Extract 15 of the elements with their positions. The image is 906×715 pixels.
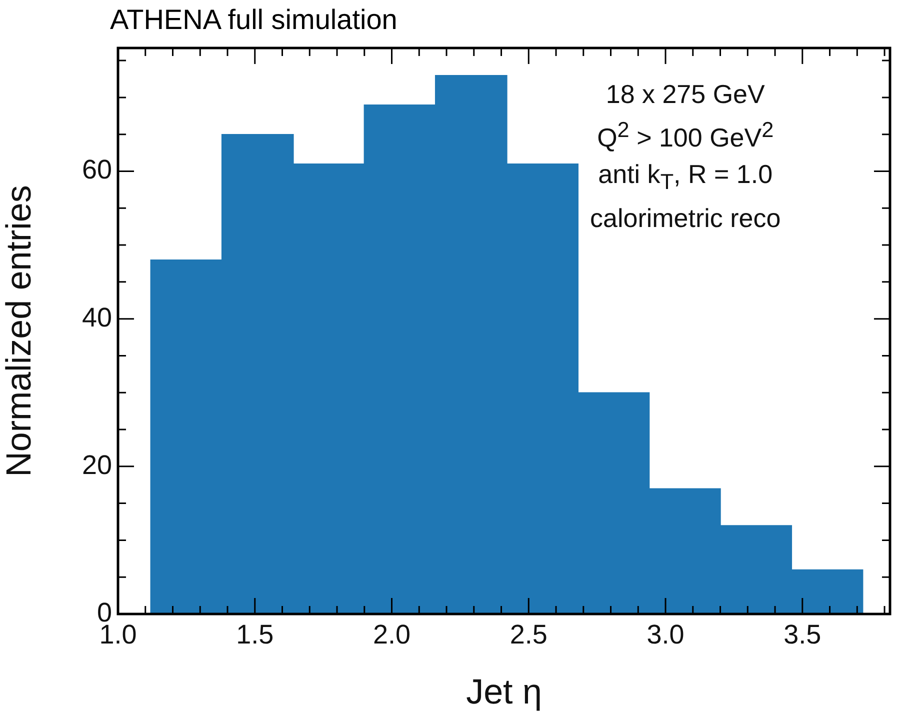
annotation: anti k$_{T}$, R = 1.0 — [597, 158, 774, 196]
x-tick-label: 1.5 — [236, 620, 274, 650]
x-tick-label: 3.0 — [646, 620, 684, 650]
annotation: Q$^{2}$ > 100 GeV$^{2}$ — [596, 116, 775, 155]
x-tick-label: 3.5 — [784, 620, 822, 650]
y-tick-label: 40 — [82, 302, 112, 332]
annotation: 18 x 275 GeV — [604, 78, 766, 111]
y-axis-title: Normalized entries — [0, 185, 39, 477]
x-axis-title: Jet η — [466, 672, 542, 712]
x-tick-label: 2.5 — [510, 620, 548, 650]
x-tick-label: 2.0 — [372, 620, 411, 650]
y-tick-label: 20 — [82, 450, 112, 480]
chart-title: ATHENA full simulation — [110, 4, 398, 36]
y-tick-label: 60 — [82, 154, 112, 185]
annotation: calorimetric reco — [590, 202, 781, 235]
